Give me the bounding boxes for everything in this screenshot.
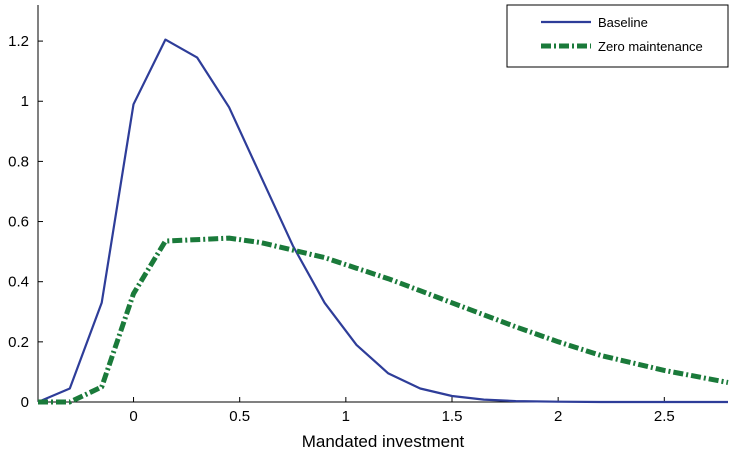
x-tick-label: 0 — [129, 408, 137, 425]
y-tick-label: 0.8 — [8, 153, 29, 170]
x-tick-label: 0.5 — [229, 408, 250, 425]
legend-label-zero-maintenance: Zero maintenance — [598, 39, 703, 54]
legend-label-baseline: Baseline — [598, 15, 648, 30]
x-axis-title: Mandated investment — [302, 432, 465, 451]
series-layer — [37, 38, 729, 405]
x-tick-label: 2.5 — [654, 408, 675, 425]
plot-area: 0 0.5 1 1.5 2 2.5 0 0.2 0.4 0.6 0.8 1 1.2 — [8, 5, 729, 425]
legend: Baseline Zero maintenance — [506, 4, 729, 68]
series-line-baseline — [37, 38, 728, 404]
series-line-zero-maintenance — [38, 235, 729, 405]
legend-box — [506, 4, 729, 68]
y-tick-label: 0.6 — [8, 214, 29, 231]
ticks: 0 0.5 1 1.5 2 2.5 0 0.2 0.4 0.6 0.8 1 1.2 — [8, 33, 675, 425]
x-tick-label: 1 — [342, 408, 350, 425]
y-tick-label: 1.2 — [8, 33, 29, 50]
y-tick-label: 0 — [21, 394, 29, 411]
y-tick-label: 0.2 — [8, 334, 29, 351]
x-tick-label: 1.5 — [442, 408, 463, 425]
y-tick-label: 1 — [21, 93, 29, 110]
y-tick-label: 0.4 — [8, 274, 29, 291]
x-tick-label: 2 — [554, 408, 562, 425]
